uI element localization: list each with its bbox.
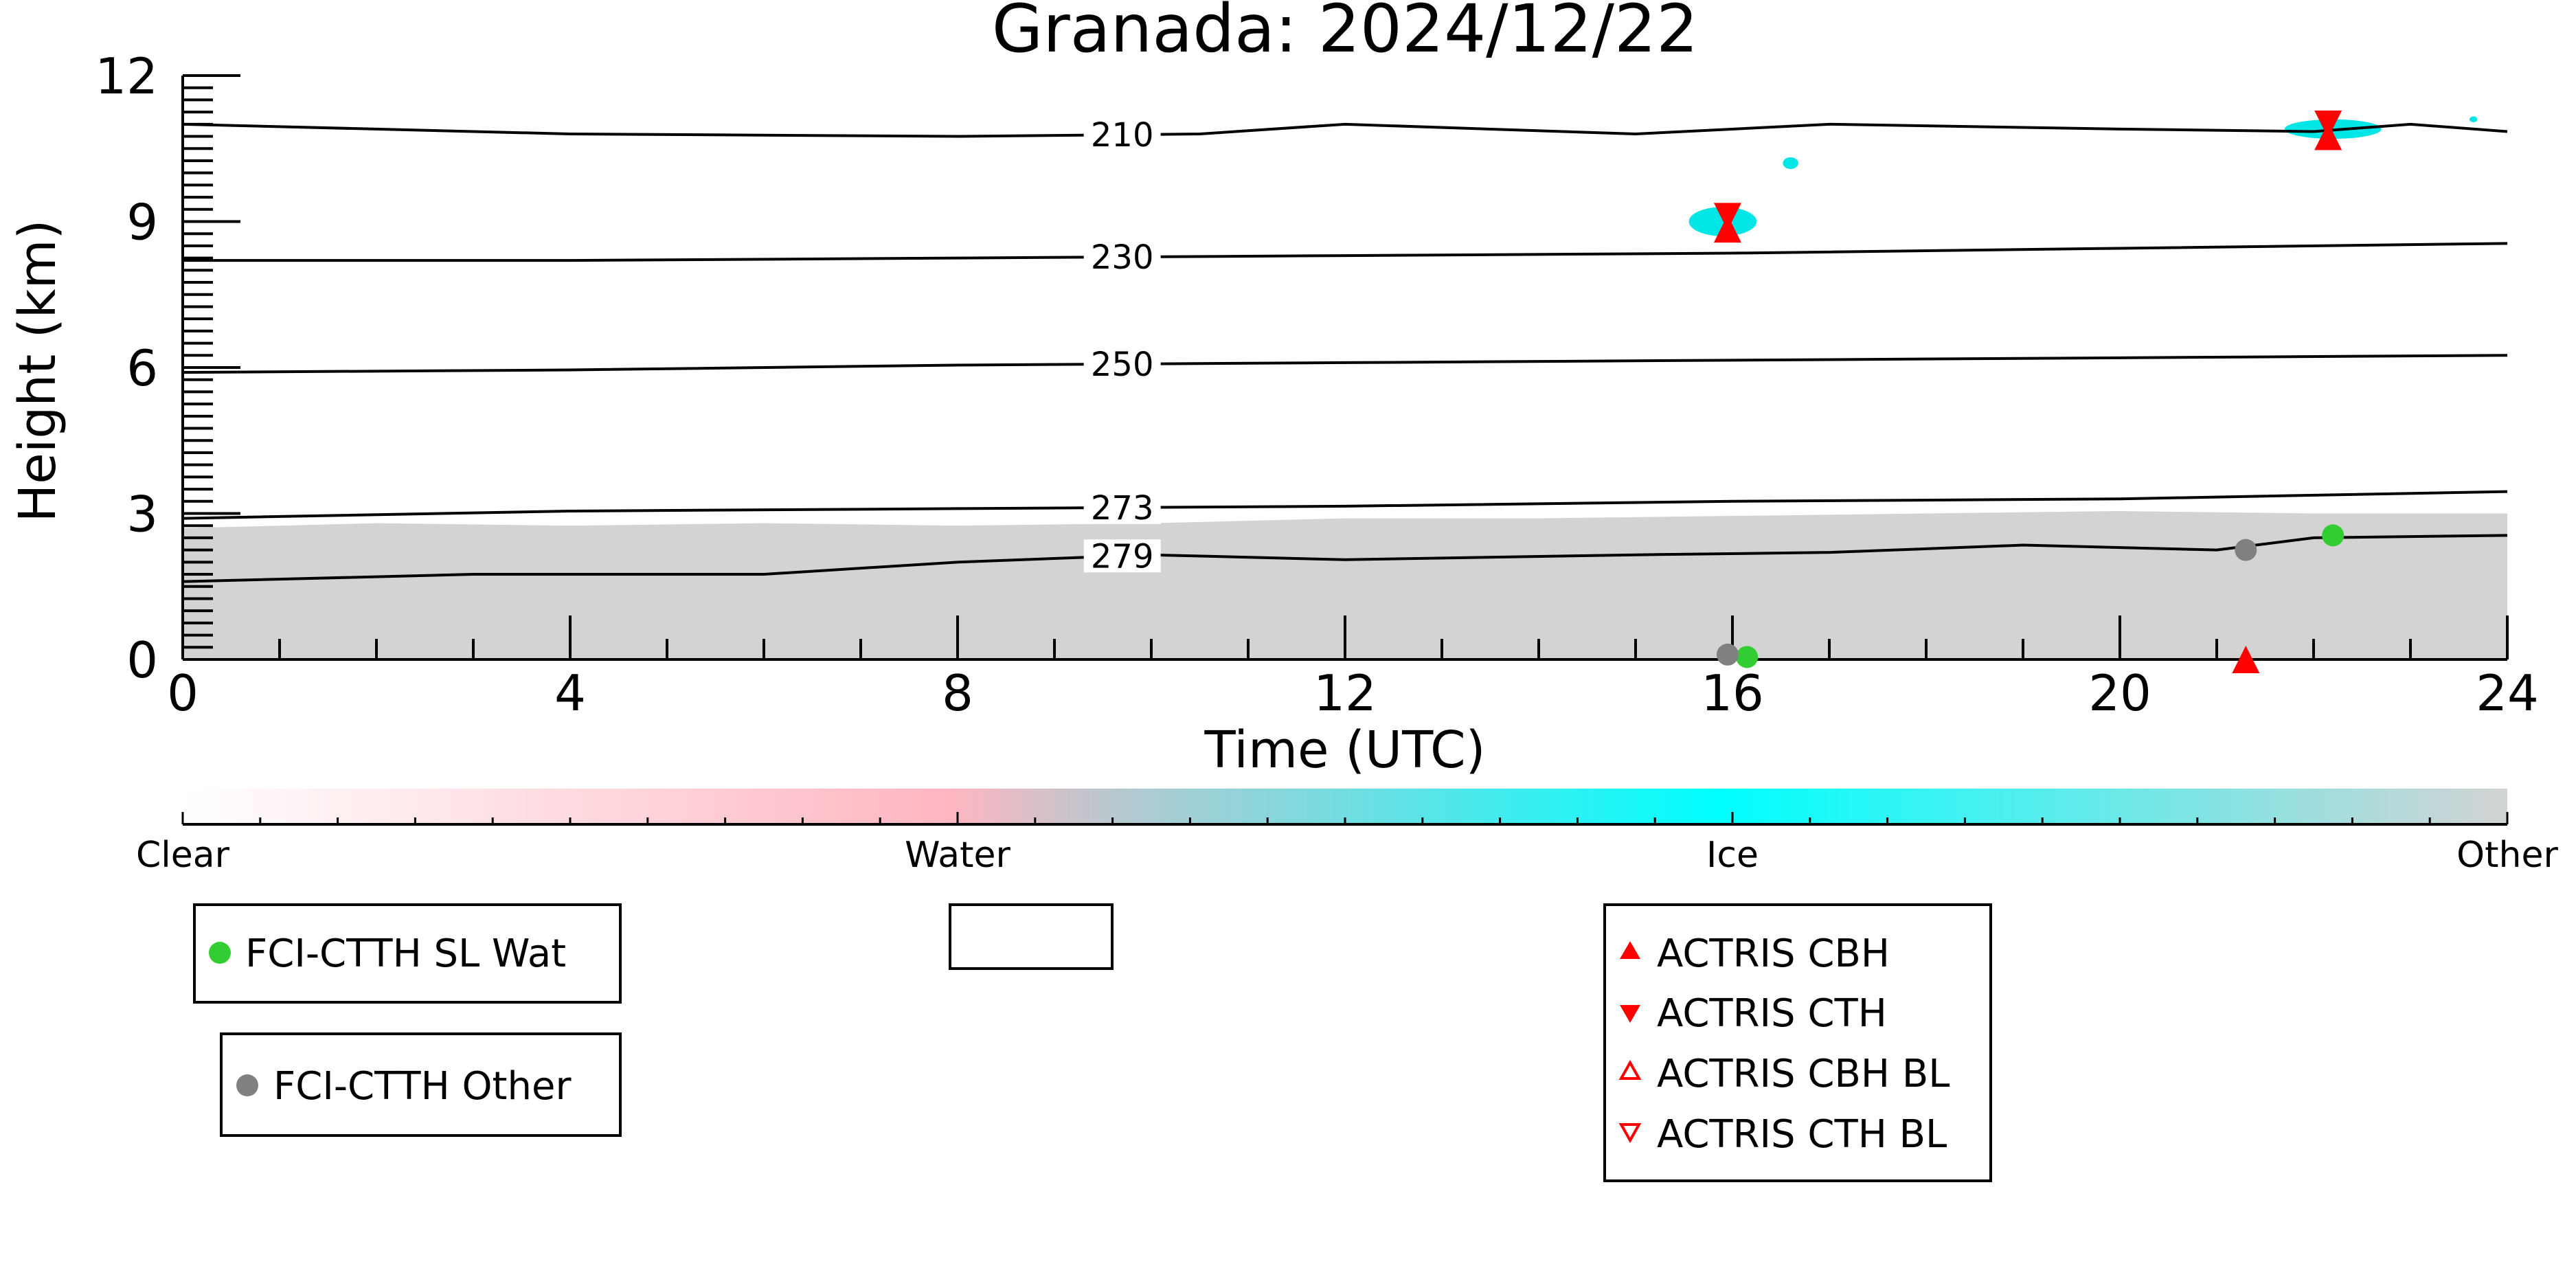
legend-label: FCI-CTTH Other <box>273 1064 572 1109</box>
legend-fci-other: FCI-CTTH Other <box>220 1032 622 1137</box>
contour-279 <box>182 534 2508 583</box>
legend-box <box>193 903 622 1004</box>
axes: 0 4 8 12 16 20 24 0 3 6 9 12 <box>95 47 2538 722</box>
y-tick-label: 12 <box>95 47 158 105</box>
legend-fci-sl-wat: FCI-CTTH SL Wat <box>193 903 622 1004</box>
legend-box <box>949 903 1114 970</box>
contour-label-230: 230 <box>1091 238 1154 277</box>
contour-label-210: 210 <box>1091 116 1154 155</box>
data-markers <box>1713 110 2345 673</box>
temperature-contours: 210 230 250 273 279 <box>182 116 2508 583</box>
legend-marker-triangle-up-open <box>1618 1059 1642 1080</box>
legend-marker-triangle-down-open <box>1618 1123 1642 1144</box>
y-tick-label: 9 <box>126 194 158 251</box>
contour-label-bg <box>1083 240 1161 274</box>
legend-box <box>220 1032 622 1137</box>
legend-marker-green-circle <box>209 942 231 964</box>
contour-label-279: 279 <box>1091 537 1154 576</box>
y-axis-label: Height (km) <box>8 220 67 523</box>
legend-label: FCI-CTTH SL Wat <box>245 931 566 976</box>
ice-cloud <box>2470 116 2478 122</box>
contour-250 <box>182 354 2508 374</box>
colorbar-ticks <box>181 812 2509 824</box>
x-tick-label: 16 <box>1701 664 1764 722</box>
contour-label-273: 273 <box>1091 489 1154 528</box>
legend-marker-triangle-up <box>1620 941 1640 959</box>
ice-cloud-layer <box>1688 116 2478 236</box>
marker-actris-cth <box>1713 203 1741 231</box>
legend-label: ACTRIS CTH <box>1657 991 1887 1036</box>
chart-title: Granada: 2024/12/22 <box>992 0 1698 67</box>
legend-empty-box <box>949 903 1114 970</box>
contour-label-bg <box>1083 118 1161 152</box>
legend-label: ACTRIS CBH <box>1657 931 1890 976</box>
y-tick-label: 0 <box>126 631 158 689</box>
colorbar-label-ice: Ice <box>1706 835 1759 876</box>
colorbar-label-clear: Clear <box>136 835 230 876</box>
marker-fci-ctth-other <box>1716 643 1739 666</box>
legend-label: ACTRIS CTH BL <box>1657 1112 1947 1157</box>
x-tick-label: 12 <box>1313 664 1377 722</box>
marker-fci-ctth-sl-wat <box>1736 646 1759 668</box>
legend-marker-grey-circle <box>236 1074 258 1096</box>
x-axis-label: Time (UTC) <box>1204 721 1485 780</box>
x-tick-label: 4 <box>554 664 586 722</box>
x-tick-label: 8 <box>942 664 973 722</box>
colorbar-label-other: Other <box>2456 835 2558 876</box>
y-tick-label: 6 <box>126 339 158 397</box>
x-tick-label: 0 <box>167 664 199 722</box>
marker-actris-cth <box>2314 110 2342 138</box>
colorbar-label-water: Water <box>905 835 1010 876</box>
contour-label-250: 250 <box>1091 346 1154 384</box>
legend-marker-triangle-down <box>1620 1005 1640 1023</box>
colorbar: Clear Water Ice Other <box>136 789 2558 876</box>
contour-label-bg <box>1083 347 1161 381</box>
ice-cloud <box>1688 207 1757 236</box>
plot-area: 210 230 250 273 279 0 4 8 12 16 20 24 0 3 6 9 12 <box>95 47 2538 722</box>
marker-actris-cbh <box>2232 646 2260 673</box>
contour-230 <box>183 242 2508 262</box>
x-tick-label: 20 <box>2088 664 2151 722</box>
contour-210 <box>182 122 2508 138</box>
marker-fci-ctth-other <box>2235 539 2257 561</box>
x-tick-label: 24 <box>2476 664 2539 722</box>
ice-cloud <box>1783 157 1798 169</box>
legend-label: ACTRIS CBH BL <box>1657 1052 1950 1096</box>
legend-actris: ACTRIS CBH ACTRIS CTH ACTRIS CBH BL ACTR… <box>1603 903 1992 1182</box>
y-tick-label: 3 <box>126 486 158 543</box>
contour-273 <box>182 490 2508 520</box>
legend-box <box>1603 903 1992 1182</box>
marker-fci-ctth-sl-wat <box>2322 524 2345 547</box>
contour-label-bg <box>1083 490 1161 524</box>
contour-label-bg <box>1083 539 1161 573</box>
